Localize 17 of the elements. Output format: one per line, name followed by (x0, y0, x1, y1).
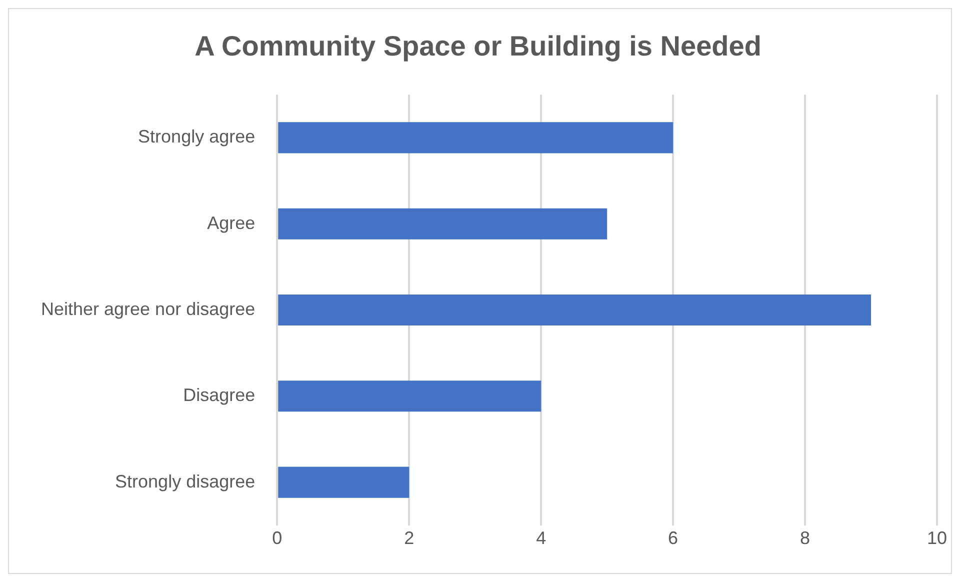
bar (278, 466, 410, 498)
x-tick-label: 10 (926, 528, 948, 548)
bar (278, 208, 608, 240)
x-tick-label: 4 (536, 528, 546, 548)
y-tick-label: Neither agree nor disagree (40, 298, 256, 319)
bar (278, 294, 872, 326)
y-tick-label: Agree (207, 212, 256, 233)
bar (278, 122, 674, 154)
y-tick-label: Strongly disagree (115, 471, 256, 492)
chart-title: A Community Space or Building is Needed (194, 30, 762, 62)
x-tick-label: 0 (272, 528, 282, 548)
y-tick-label: Strongly agree (138, 126, 256, 147)
x-tick-label: 8 (800, 528, 810, 548)
bar (278, 380, 542, 412)
y-tick-label: Disagree (183, 385, 256, 406)
x-tick-label: 6 (668, 528, 678, 548)
x-tick-label: 2 (404, 528, 414, 548)
